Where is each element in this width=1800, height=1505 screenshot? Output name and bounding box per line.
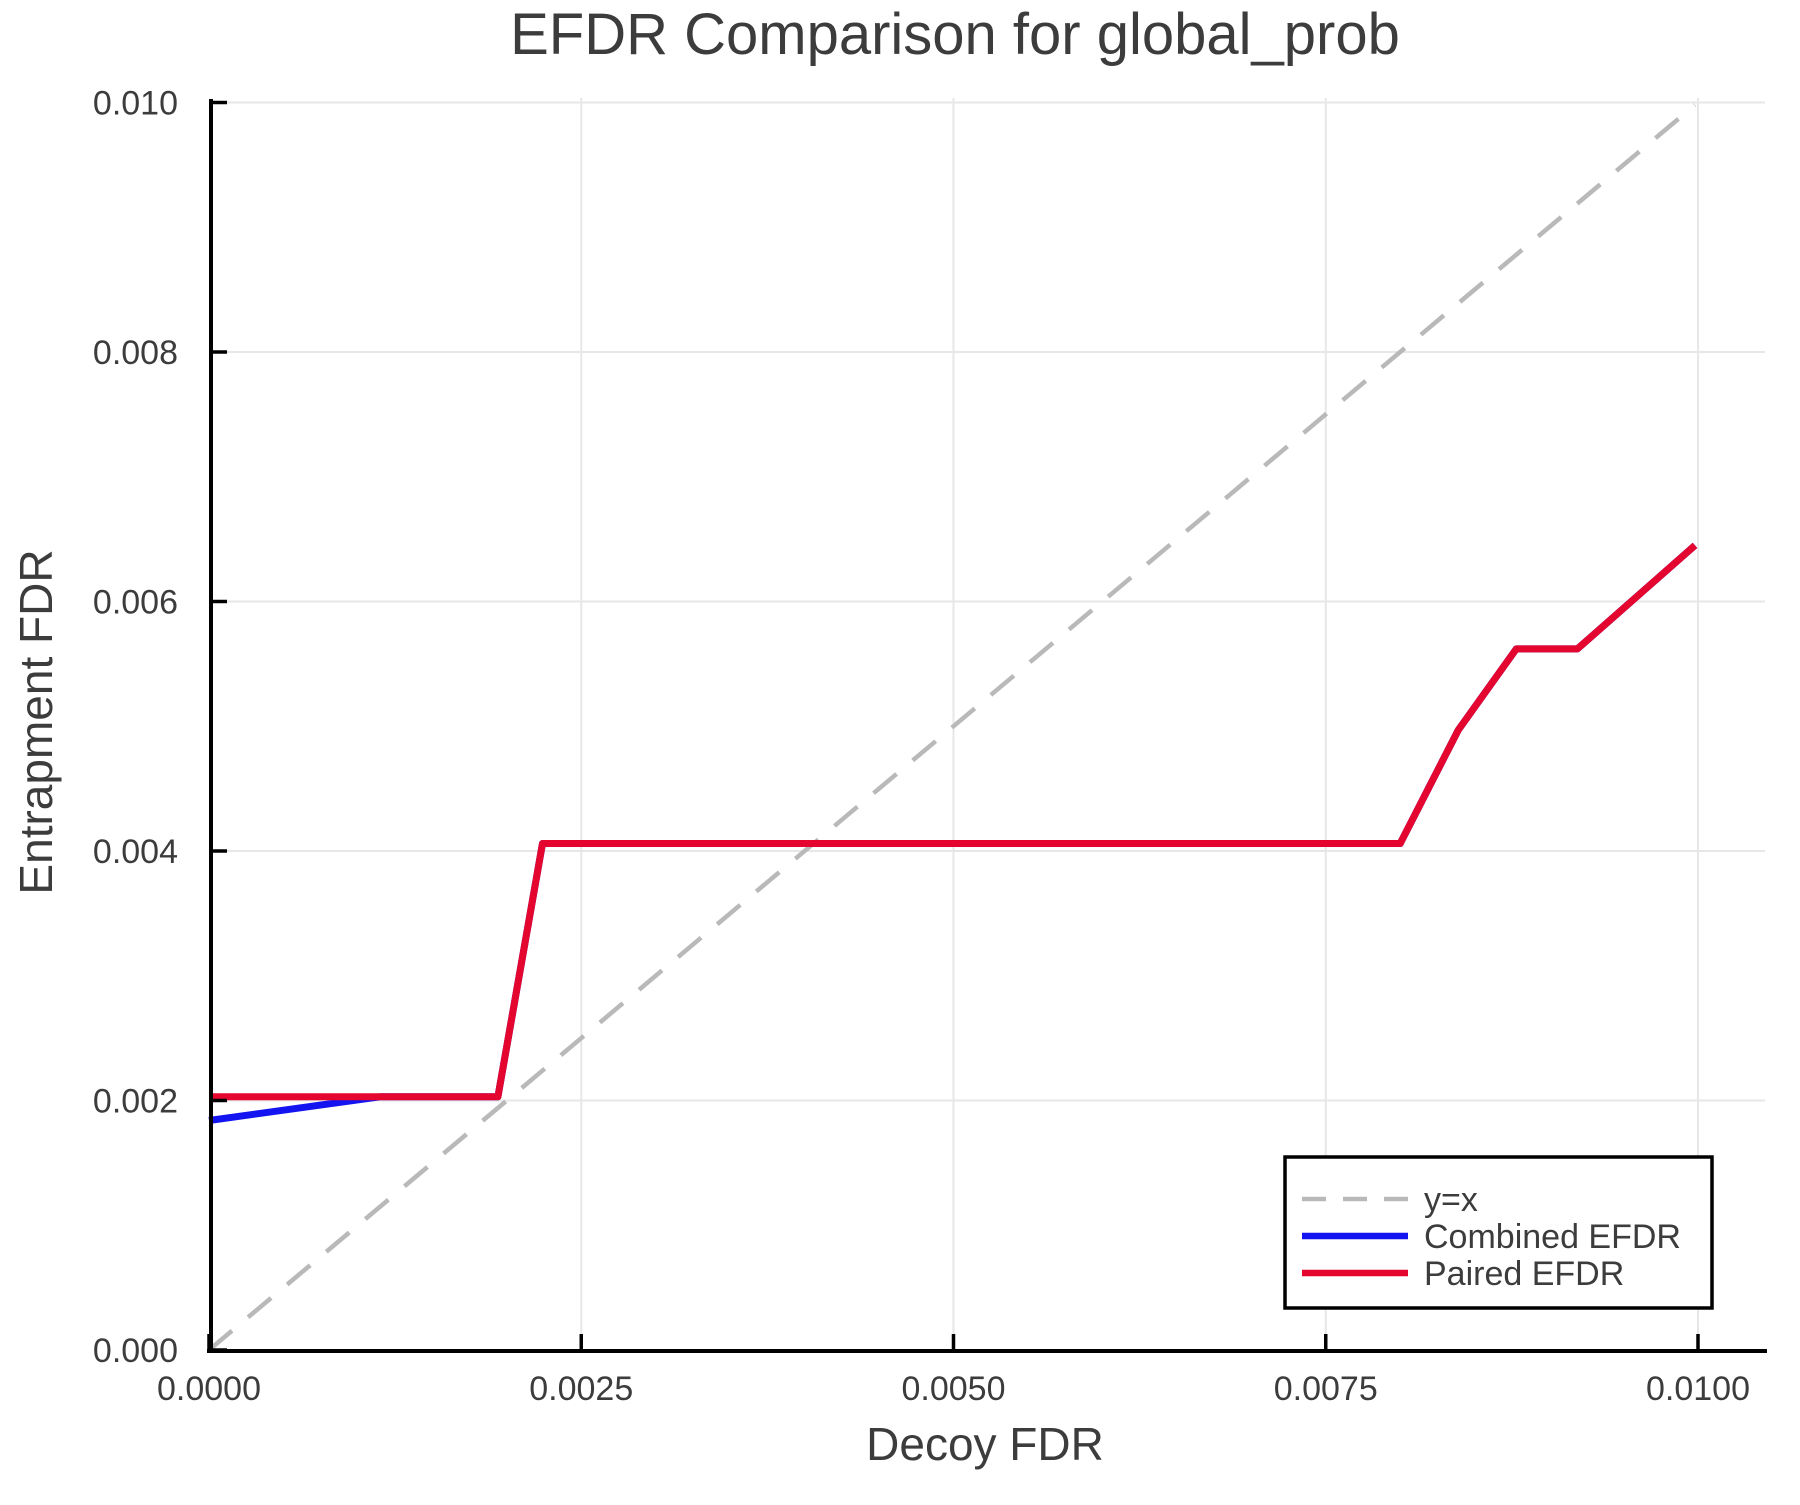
y-tick-label: 0.002 (93, 1082, 178, 1120)
legend-row: Combined EFDR (1302, 1218, 1681, 1256)
chart-title: EFDR Comparison for global_prob (510, 2, 1400, 67)
y-tick-label: 0.004 (93, 833, 178, 871)
legend-label: y=x (1424, 1181, 1478, 1219)
legend-row: y=x (1302, 1181, 1478, 1219)
y-axis-label: Entrapment FDR (10, 549, 62, 894)
x-axis-label: Decoy FDR (866, 1418, 1104, 1470)
x-tick-label: 0.0025 (529, 1370, 633, 1408)
axes (207, 99, 1767, 1353)
legend-label: Paired EFDR (1424, 1255, 1624, 1293)
legend-row: Paired EFDR (1302, 1255, 1624, 1293)
y-tick-label: 0.010 (93, 84, 178, 122)
series-line-y-x (207, 103, 1697, 1352)
x-tick-label: 0.0050 (901, 1370, 1005, 1408)
ticks: 0.0000 0.0025 0.0050 0.0075 0.0100 0.000 0.002… (93, 84, 1750, 1408)
legend-box (1283, 1155, 1714, 1310)
legend-label: Combined EFDR (1424, 1218, 1681, 1256)
series-line-paired-efdr (209, 542, 1698, 1101)
x-tick-label: 0.0100 (1646, 1370, 1750, 1408)
x-tick-label: 0.0075 (1274, 1370, 1378, 1408)
y-tick-label: 0.006 (93, 583, 178, 621)
x-tick-label: 0.0000 (157, 1370, 261, 1408)
y-tick-label: 0.008 (93, 334, 178, 372)
series-lines (207, 103, 1698, 1352)
y-tick-label: 0.000 (93, 1332, 178, 1370)
